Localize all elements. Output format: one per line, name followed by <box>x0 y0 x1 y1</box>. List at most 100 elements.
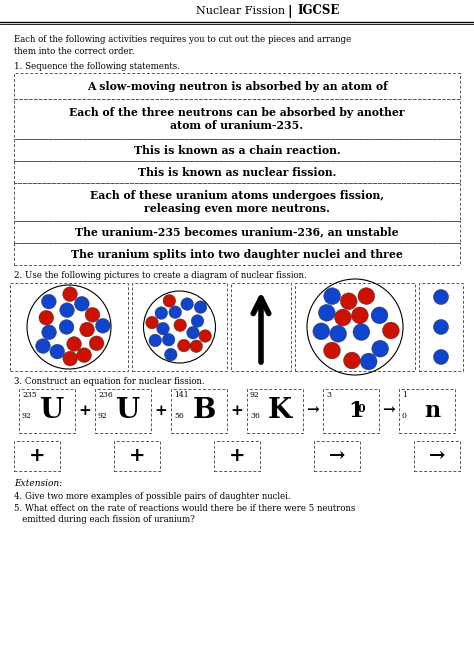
Circle shape <box>352 307 368 324</box>
Bar <box>14 139 460 161</box>
Text: This is known as nuclear fission.: This is known as nuclear fission. <box>138 167 336 177</box>
Text: K: K <box>268 397 292 425</box>
Circle shape <box>42 325 56 340</box>
Text: 0: 0 <box>402 412 407 420</box>
Bar <box>171 389 227 433</box>
Text: Extension:: Extension: <box>14 479 62 488</box>
Bar <box>323 389 379 433</box>
Text: U: U <box>40 397 64 425</box>
Text: A slow-moving neutron is absorbed by an atom of: A slow-moving neutron is absorbed by an … <box>87 80 387 92</box>
Bar <box>114 441 160 471</box>
Text: IGCSE: IGCSE <box>298 5 340 17</box>
Bar <box>95 389 151 433</box>
Text: B: B <box>192 397 216 425</box>
Text: +: + <box>129 447 145 465</box>
Text: 92: 92 <box>22 412 32 420</box>
Text: →: → <box>329 447 345 465</box>
Circle shape <box>313 323 330 340</box>
Circle shape <box>434 290 448 304</box>
Text: n: n <box>424 400 440 422</box>
Text: 3. Construct an equation for nuclear fission.: 3. Construct an equation for nuclear fis… <box>14 377 205 386</box>
Circle shape <box>199 330 211 343</box>
Circle shape <box>164 349 177 361</box>
Text: 56: 56 <box>174 412 184 420</box>
Circle shape <box>169 306 182 318</box>
Circle shape <box>434 320 448 334</box>
Circle shape <box>163 294 176 307</box>
Circle shape <box>178 339 190 352</box>
Text: |: | <box>288 5 292 17</box>
Text: This is known as a chain reaction.: This is known as a chain reaction. <box>134 145 340 155</box>
Circle shape <box>74 296 89 311</box>
Text: +: + <box>229 447 245 465</box>
Text: +: + <box>231 404 243 418</box>
Circle shape <box>358 288 375 304</box>
Circle shape <box>60 303 74 318</box>
Text: 2. Use the following pictures to create a diagram of nuclear fission.: 2. Use the following pictures to create … <box>14 271 307 280</box>
Circle shape <box>77 348 91 363</box>
Text: 4. Give two more examples of possible pairs of daughter nuclei.: 4. Give two more examples of possible pa… <box>14 492 291 501</box>
Text: →: → <box>429 447 445 465</box>
Text: +: + <box>79 404 91 418</box>
Text: Each of the following activities requires you to cut out the pieces and arrange
: Each of the following activities require… <box>14 35 351 56</box>
Bar <box>14 183 460 221</box>
Circle shape <box>324 288 340 304</box>
Circle shape <box>194 301 207 313</box>
Circle shape <box>85 308 100 322</box>
Text: 92: 92 <box>98 412 108 420</box>
Circle shape <box>434 349 448 365</box>
Circle shape <box>330 325 346 342</box>
Circle shape <box>162 333 175 346</box>
Circle shape <box>42 294 56 309</box>
Circle shape <box>36 339 50 353</box>
Circle shape <box>187 326 199 339</box>
Circle shape <box>67 337 82 351</box>
Circle shape <box>155 307 168 319</box>
Text: 92: 92 <box>250 391 260 399</box>
Circle shape <box>360 353 377 370</box>
Circle shape <box>157 322 169 335</box>
Bar <box>14 243 460 265</box>
Text: The uranium splits into two daughter nuclei and three: The uranium splits into two daughter nuc… <box>71 248 403 260</box>
Circle shape <box>383 322 399 339</box>
Bar <box>214 441 260 471</box>
Text: 3: 3 <box>326 391 331 399</box>
Text: 0: 0 <box>358 403 365 415</box>
Bar <box>10 283 128 371</box>
Text: U: U <box>116 397 140 425</box>
Text: →: → <box>307 404 319 418</box>
Bar <box>14 161 460 183</box>
Circle shape <box>89 336 104 351</box>
Bar <box>231 283 291 371</box>
Circle shape <box>63 287 77 302</box>
Circle shape <box>63 351 78 366</box>
Circle shape <box>190 340 202 353</box>
Text: 5. What effect on the rate of reactions would there be if there were 5 neutrons
: 5. What effect on the rate of reactions … <box>14 504 356 524</box>
Circle shape <box>146 316 158 329</box>
Bar <box>247 389 303 433</box>
Bar <box>132 283 227 371</box>
Bar <box>419 283 463 371</box>
Bar <box>399 389 455 433</box>
Circle shape <box>324 342 340 359</box>
Text: +: + <box>29 447 45 465</box>
Circle shape <box>181 298 193 310</box>
Circle shape <box>80 322 94 337</box>
Circle shape <box>174 319 186 331</box>
Circle shape <box>335 309 351 326</box>
Bar <box>314 441 360 471</box>
Circle shape <box>340 293 357 310</box>
Circle shape <box>96 318 110 333</box>
Circle shape <box>149 334 162 347</box>
Bar <box>14 73 460 99</box>
Text: Each of these uranium atoms undergoes fission,
releasing even more neutrons.: Each of these uranium atoms undergoes fi… <box>90 189 384 214</box>
Circle shape <box>344 352 360 369</box>
Text: →: → <box>383 404 395 418</box>
Circle shape <box>353 324 370 341</box>
Bar <box>14 441 60 471</box>
Circle shape <box>371 307 388 324</box>
Text: 1: 1 <box>402 391 407 399</box>
Bar <box>14 99 460 139</box>
Circle shape <box>191 314 204 327</box>
Text: The uranium-235 becomes uranium-236, an unstable: The uranium-235 becomes uranium-236, an … <box>75 227 399 237</box>
